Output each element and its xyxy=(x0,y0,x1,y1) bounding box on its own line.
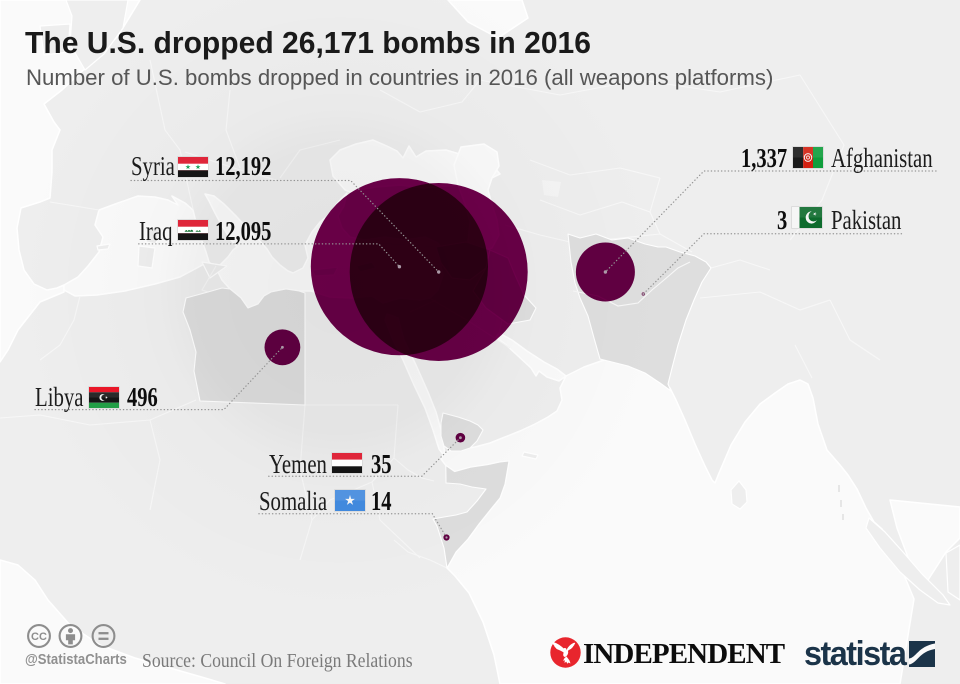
svg-text:CC: CC xyxy=(31,631,47,643)
